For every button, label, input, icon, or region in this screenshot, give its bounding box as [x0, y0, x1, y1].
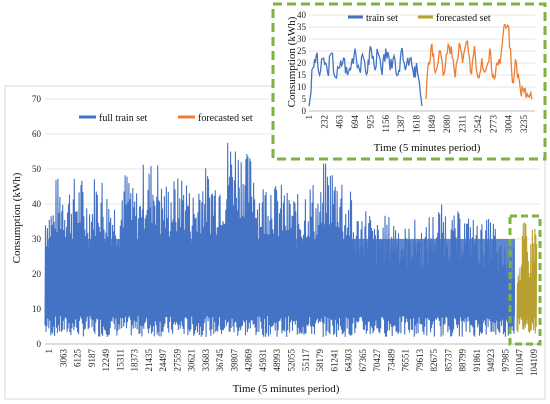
inset-y-tick-label: 25 — [297, 46, 307, 56]
main-x-tick-label: 12249 — [101, 349, 111, 372]
main-x-tick-label: 24497 — [158, 349, 168, 372]
main-x-tick-label: 58179 — [315, 349, 325, 372]
main-y-tick-label: 40 — [32, 199, 42, 209]
inset-x-tick-label: 1849 — [427, 115, 437, 134]
main-y-tick-label: 60 — [32, 129, 42, 139]
inset-legend: train set forecasted set — [348, 13, 491, 24]
main-y-tick-label: 30 — [32, 234, 42, 244]
inset-x-axis-label: Time (5 minutes period) — [374, 142, 481, 154]
main-x-tick-label: 27559 — [172, 349, 182, 372]
inset-y-tick-label: 35 — [297, 22, 307, 32]
main-legend-label-train: full train set — [99, 113, 148, 124]
main-x-tick-label: 1 — [44, 349, 54, 354]
main-x-tick-label: 70427 — [372, 349, 382, 372]
main-x-tick-label: 76551 — [401, 349, 411, 372]
main-y-tick-label: 70 — [32, 94, 42, 104]
inset-x-tick-label: 2542 — [473, 115, 483, 133]
inset-y-axis-label: Consumption (kWh) — [286, 16, 298, 107]
main-x-tick-label: 73489 — [386, 349, 396, 372]
inset-y-tick-label: 20 — [297, 58, 307, 68]
inset-x-tick-label: 694 — [350, 115, 360, 129]
main-x-tick-label: 6125 — [73, 349, 83, 368]
forecast-highlight-box — [508, 214, 542, 346]
inset-series-forecast-line — [425, 23, 533, 100]
main-x-axis-label: Time (5 minutes period) — [233, 383, 340, 395]
main-x-tick-label: 48993 — [272, 349, 282, 372]
main-legend-label-forecast: forecasted set — [198, 113, 253, 124]
inset-x-tick-label: 1156 — [381, 115, 391, 133]
main-legend: full train set forecasted set — [79, 113, 253, 124]
main-x-tick-label: 33683 — [201, 349, 211, 372]
inset-legend-label-train: train set — [366, 13, 398, 24]
inset-x-tick-label: 1387 — [396, 115, 406, 134]
main-y-tick-label: 0 — [37, 339, 42, 349]
inset-y-tick-label: 15 — [297, 70, 307, 80]
inset-x-tick-label: 3235 — [519, 115, 529, 134]
main-x-tick-label: 104109 — [529, 349, 539, 377]
inset-y-tick-label: 40 — [297, 10, 307, 20]
main-y-tick-label: 10 — [32, 304, 42, 314]
inset-x-tick-label: 2311 — [458, 115, 468, 133]
inset-series-train-line — [308, 46, 423, 107]
main-x-tick-label: 52055 — [287, 349, 297, 372]
main-x-tick-label: 55117 — [301, 349, 311, 372]
main-y-tick-label: 50 — [32, 164, 42, 174]
main-x-tick-label: 94923 — [486, 349, 496, 372]
inset-x-tick-label: 463 — [335, 115, 345, 129]
inset-y-tick-label: 0 — [302, 106, 307, 116]
main-x-tick-label: 39807 — [229, 349, 239, 372]
main-x-tick-label: 18373 — [130, 349, 140, 372]
inset-x-tick-label: 3004 — [504, 115, 514, 134]
main-x-tick-label: 30621 — [187, 349, 197, 372]
main-x-tick-label: 85737 — [443, 349, 453, 372]
inset-x-tick-label: 1 — [304, 115, 314, 120]
main-x-tick-label: 42869 — [244, 349, 254, 372]
inset-x-tick-label: 2080 — [442, 115, 452, 134]
inset-x-tick-label: 925 — [365, 115, 375, 129]
main-x-tick-label: 45931 — [258, 349, 268, 372]
inset-x-tick-label: 1618 — [412, 115, 422, 134]
main-x-tick-label: 64303 — [344, 349, 354, 372]
main-x-tick-label: 21435 — [144, 349, 154, 372]
inset-x-tick-label: 2773 — [488, 115, 498, 134]
inset-y-tick-label: 30 — [297, 34, 307, 44]
inset-y-tick-label: 5 — [302, 94, 307, 104]
main-x-tick-label: 79613 — [415, 349, 425, 372]
main-y-tick-label: 20 — [32, 269, 42, 279]
main-x-tick-label: 91861 — [472, 349, 482, 372]
main-x-tick-label: 61241 — [329, 349, 339, 372]
inset-frame — [271, 2, 547, 161]
main-series-train-band — [47, 239, 515, 316]
main-x-tick-label: 101047 — [515, 349, 525, 377]
main-x-tick-label: 3063 — [58, 349, 68, 368]
main-x-tick-label: 9187 — [87, 349, 97, 368]
main-x-tick-label: 88799 — [458, 349, 468, 372]
inset-x-tick-label: 232 — [319, 115, 329, 129]
inset-legend-label-forecast: forecasted set — [436, 13, 491, 24]
main-x-tick-label: 97985 — [500, 349, 510, 372]
main-series-forecast-line — [516, 222, 538, 334]
inset-y-tick-label: 10 — [297, 82, 307, 92]
main-x-tick-label: 36745 — [215, 349, 225, 372]
main-x-tick-label: 15311 — [115, 349, 125, 371]
main-y-axis-label: Consumption (kWh) — [11, 172, 23, 263]
main-x-tick-label: 82675 — [429, 349, 439, 372]
main-x-tick-label: 67365 — [358, 349, 368, 372]
